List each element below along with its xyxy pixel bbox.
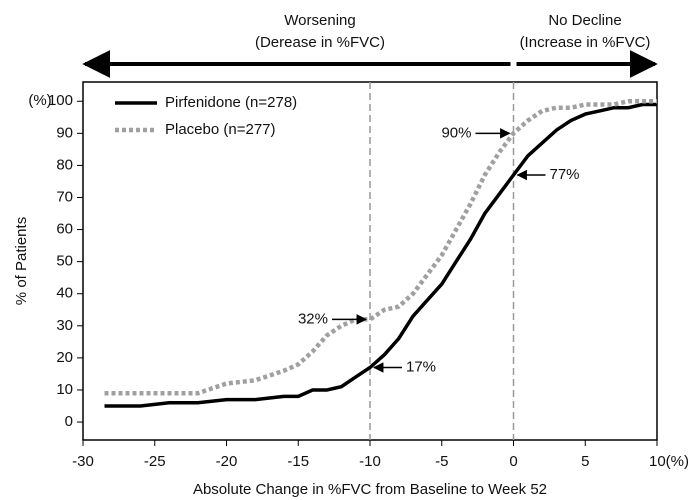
header-left-1: Worsening <box>284 12 355 29</box>
y-tick-label: 30 <box>56 317 73 334</box>
x-tick-label: 5 <box>581 453 589 470</box>
y-tick-label: 60 <box>56 221 73 238</box>
header-left-2: (Derease in %FVC) <box>255 34 385 51</box>
legend-label: Placebo (n=277) <box>165 121 276 138</box>
y-tick-label: 0 <box>65 413 73 430</box>
annotation-label: 32% <box>298 310 328 327</box>
y-tick-label: 90 <box>56 124 73 141</box>
annotation-label: 17% <box>406 358 436 375</box>
header-right-2: (Increase in %FVC) <box>520 34 651 51</box>
legend-label: Pirfenidone (n=278) <box>165 94 297 111</box>
y-tick-label: 70 <box>56 188 73 205</box>
x-tick-label: -20 <box>216 453 238 470</box>
x-tick-label: 0 <box>509 453 517 470</box>
y-tick-label: 40 <box>56 285 73 302</box>
x-tick-label: 10(%) <box>649 453 689 470</box>
series-line <box>104 98 657 396</box>
annotation-label: 90% <box>441 124 471 141</box>
x-tick-label: -25 <box>144 453 166 470</box>
series-line <box>104 102 657 408</box>
y-tick-label: 80 <box>56 156 73 173</box>
x-tick-label: -5 <box>435 453 448 470</box>
header-right-1: No Decline <box>548 12 621 29</box>
x-tick-label: -30 <box>72 453 94 470</box>
y-axis-label: % of Patients <box>13 217 30 305</box>
annotation-label: 77% <box>550 166 580 183</box>
y-tick-label: 50 <box>56 253 73 270</box>
x-tick-label: -10 <box>359 453 381 470</box>
y-tick-label: 100 <box>48 92 73 109</box>
y-tick-label: 10 <box>56 381 73 398</box>
y-unit: (%) <box>28 92 51 109</box>
y-tick-label: 20 <box>56 349 73 366</box>
x-axis-label: Absolute Change in %FVC from Baseline to… <box>193 481 547 498</box>
x-tick-label: -15 <box>287 453 309 470</box>
